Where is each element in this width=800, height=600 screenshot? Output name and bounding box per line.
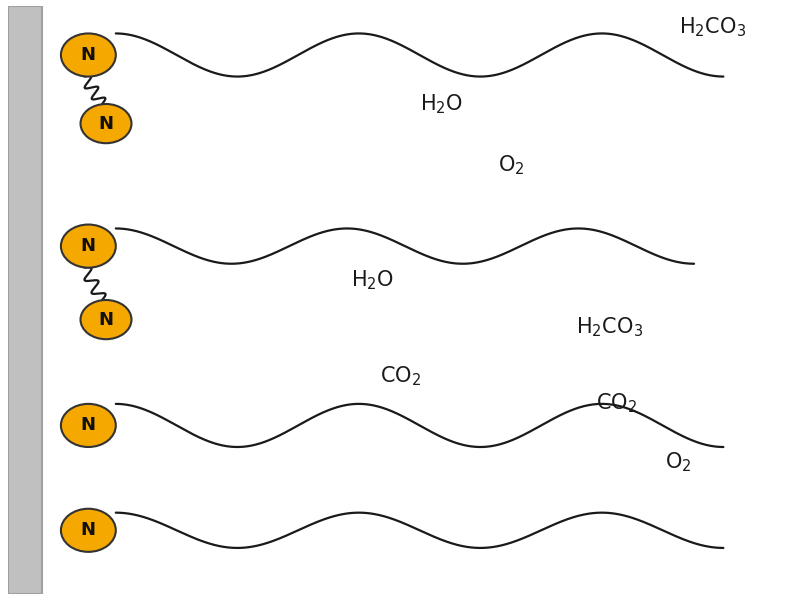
Ellipse shape bbox=[81, 104, 131, 143]
Text: N: N bbox=[98, 115, 114, 133]
Ellipse shape bbox=[61, 404, 116, 447]
Bar bbox=[8, 6, 42, 594]
Text: N: N bbox=[98, 311, 114, 329]
Ellipse shape bbox=[61, 34, 116, 77]
Text: H$_2$CO$_3$: H$_2$CO$_3$ bbox=[679, 16, 746, 40]
Text: H$_2$O: H$_2$O bbox=[420, 92, 462, 116]
Ellipse shape bbox=[61, 224, 116, 268]
Text: N: N bbox=[81, 46, 96, 64]
Text: CO$_2$: CO$_2$ bbox=[381, 365, 422, 388]
Text: H$_2$O: H$_2$O bbox=[351, 269, 394, 292]
Ellipse shape bbox=[61, 509, 116, 552]
Text: N: N bbox=[81, 237, 96, 255]
Ellipse shape bbox=[81, 300, 131, 339]
Text: N: N bbox=[81, 521, 96, 539]
Text: O$_2$: O$_2$ bbox=[665, 450, 691, 473]
Text: O$_2$: O$_2$ bbox=[498, 153, 525, 176]
Text: CO$_2$: CO$_2$ bbox=[596, 391, 637, 415]
Text: N: N bbox=[81, 416, 96, 434]
Text: H$_2$CO$_3$: H$_2$CO$_3$ bbox=[576, 316, 643, 339]
